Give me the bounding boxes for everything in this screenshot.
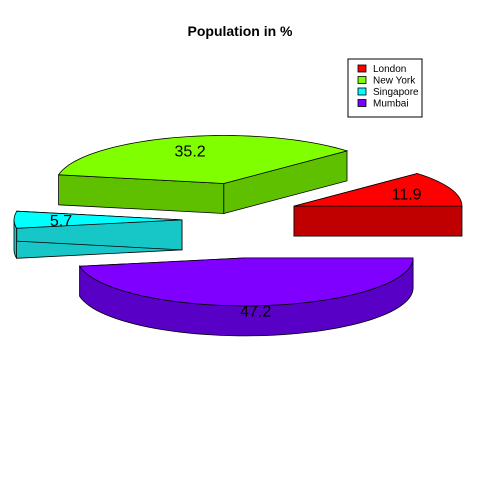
legend-label-mumbai: Mumbai (373, 99, 409, 110)
legend-swatch-mumbai (357, 99, 367, 107)
slice-singapore-top (13, 210, 183, 229)
slice-label-singapore: 5.7 (50, 213, 72, 230)
slice-mumbai-top (78, 257, 414, 307)
slice-london (293, 172, 463, 237)
legend-label-new-york: New York (373, 76, 416, 87)
slice-london-top (293, 173, 463, 207)
slice-label-mumbai: 47.2 (240, 303, 271, 320)
chart-title: Population in % (188, 23, 294, 39)
slice-label-new-york: 35.2 (175, 143, 206, 160)
labels-layer: 35.2 11.9 5.7 47.2 (50, 143, 422, 320)
legend-swatch-singapore (357, 87, 367, 96)
slice-new-york (57, 135, 349, 215)
legend-swatch-london (357, 64, 367, 73)
slice-new-york-top (57, 135, 349, 184)
slice-mumbai (78, 257, 414, 337)
slice-london-cut-face-2 (293, 205, 463, 237)
slice-singapore (13, 210, 183, 259)
legend-label-singapore: Singapore (373, 87, 419, 98)
legend-label-london: London (373, 64, 406, 75)
slices-layer (13, 135, 463, 337)
legend-swatch-new-york (357, 76, 367, 84)
slice-label-london: 11.9 (392, 187, 422, 204)
